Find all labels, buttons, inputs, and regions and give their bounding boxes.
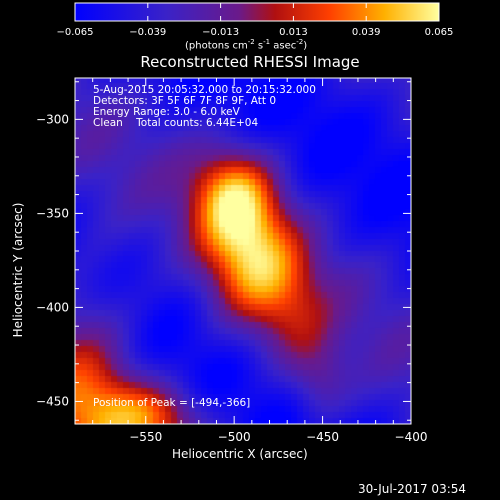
colorbar-units: (photons cm-2 s-1 asec-2)	[185, 38, 308, 52]
y-tick-label: −400	[36, 300, 69, 314]
colorbar: −0.065 −0.039 −0.013 0.013 0.039 0.065	[56, 2, 454, 38]
plot-frame	[74, 77, 412, 425]
colorbar-tick-label: −0.039	[129, 27, 166, 38]
chart-title: Reconstructed RHESSI Image	[140, 53, 360, 71]
annotation-detectors: Detectors: 3F 5F 6F 7F 8F 9F, Att 0	[93, 95, 277, 107]
x-tick-label: −500	[218, 430, 251, 444]
colorbar-tick-label: 0.065	[425, 27, 454, 38]
x-tick-label: −400	[395, 430, 428, 444]
annotation-peak: Position of Peak = [-494,-366]	[93, 397, 251, 409]
axis-label-y: Heliocentric Y (arcsec)	[11, 202, 25, 338]
colorbar-tick-label: 0.039	[352, 27, 381, 38]
x-tick-label: −450	[306, 430, 339, 444]
y-tick-label: −300	[36, 112, 69, 126]
annotation-block: 5-Aug-2015 20:05:32.000 to 20:15:32.000 …	[93, 85, 316, 129]
annotation-time: 5-Aug-2015 20:05:32.000 to 20:15:32.000	[93, 84, 316, 96]
x-tick-label: −550	[129, 430, 162, 444]
colorbar-tick-label: 0.013	[279, 27, 308, 38]
y-tick-label: −450	[36, 394, 69, 408]
colorbar-tick-label: −0.065	[56, 27, 93, 38]
heatmap-image	[75, 78, 411, 424]
colorbar-gradient	[74, 2, 440, 22]
y-tick-label: −350	[36, 206, 69, 220]
annotation-counts: Total counts: 6.44E+04	[136, 117, 259, 129]
colorbar-tick-label: −0.013	[202, 27, 239, 38]
footer-timestamp: 30-Jul-2017 03:54	[358, 482, 467, 496]
annotation-energy: Energy Range: 3.0 - 6.0 keV	[93, 106, 240, 118]
annotation-clean: Clean	[93, 117, 123, 129]
axis-label-x: Heliocentric X (arcsec)	[172, 447, 308, 461]
